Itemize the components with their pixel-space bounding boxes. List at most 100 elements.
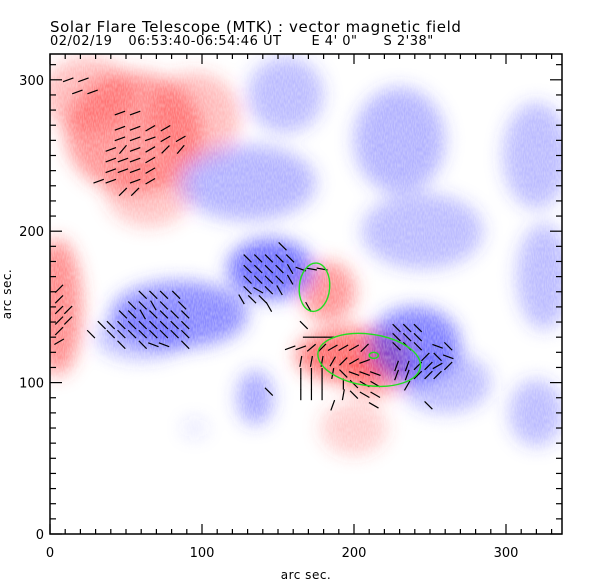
field-vector	[114, 136, 126, 142]
field-vector	[129, 178, 141, 184]
field-vector	[243, 264, 252, 274]
field-vector	[392, 341, 401, 351]
field-vector	[180, 320, 190, 330]
field-vector	[145, 167, 156, 174]
field-vector	[284, 345, 296, 351]
field-vector	[170, 329, 179, 339]
field-vector	[404, 369, 410, 381]
field-vector	[78, 77, 89, 83]
field-vector	[129, 125, 141, 131]
field-vector	[278, 242, 287, 251]
field-vector	[129, 146, 141, 152]
axis-ticks	[49, 54, 562, 535]
magnetic-field-map	[50, 54, 562, 534]
field-vector	[359, 371, 371, 376]
field-vector	[159, 320, 169, 330]
field-vector	[129, 110, 141, 116]
field-vector	[149, 320, 158, 330]
field-vector	[118, 310, 128, 319]
field-vector	[264, 254, 274, 263]
field-vector	[341, 389, 345, 401]
field-vector	[413, 341, 423, 351]
field-vector	[171, 290, 181, 300]
x-tick-label: 0	[46, 546, 54, 561]
field-vector	[275, 264, 284, 274]
y-tick-label: 100	[19, 377, 44, 392]
field-vector	[339, 369, 348, 378]
field-vector	[118, 187, 128, 197]
field-vector	[402, 323, 412, 333]
field-vector	[424, 370, 433, 380]
field-vector	[349, 390, 359, 400]
field-vector	[253, 275, 263, 284]
field-vector	[402, 332, 412, 342]
intensity-contour	[298, 262, 331, 313]
field-vector	[127, 301, 137, 310]
field-vector	[265, 301, 273, 312]
field-vector	[145, 156, 156, 164]
field-vector	[145, 124, 156, 132]
field-vector	[285, 254, 295, 263]
field-vector	[370, 391, 381, 398]
field-vector	[114, 110, 126, 116]
x-tick-label: 200	[342, 546, 367, 561]
field-vector	[264, 275, 274, 284]
field-vector	[138, 320, 148, 330]
field-vector	[63, 316, 73, 325]
field-vector	[117, 168, 129, 174]
field-vector	[348, 371, 360, 376]
field-vector	[253, 254, 263, 263]
plot-subtitle: 02/02/19 06:53:40-06:54:46 UT E 4' 0" S 2'3…	[50, 34, 434, 49]
field-vector	[359, 358, 371, 364]
field-vector	[349, 379, 359, 389]
field-vector	[149, 329, 158, 339]
field-vector	[433, 370, 442, 380]
field-vector	[93, 178, 105, 184]
field-vector	[394, 369, 400, 381]
field-vector	[264, 387, 274, 396]
field-vector	[129, 136, 141, 142]
field-vector	[276, 285, 283, 296]
field-vector	[299, 355, 303, 367]
field-vector	[432, 362, 443, 370]
field-vector	[392, 323, 401, 333]
field-vector	[145, 146, 156, 153]
field-vector	[54, 326, 64, 336]
field-vector	[264, 285, 274, 295]
field-vector	[404, 360, 410, 372]
field-vector	[309, 355, 313, 367]
field-vector	[175, 135, 186, 143]
field-vector	[369, 371, 381, 376]
field-vector	[442, 354, 454, 360]
field-vector	[180, 329, 190, 339]
field-vector	[129, 157, 141, 163]
field-vector	[275, 254, 284, 263]
field-vector	[392, 332, 401, 342]
field-vector	[54, 338, 65, 345]
field-vector	[360, 343, 369, 353]
field-vector	[63, 305, 73, 315]
field-vector	[97, 320, 106, 330]
field-vector	[247, 295, 257, 304]
field-vector	[138, 301, 148, 310]
field-vector	[54, 295, 64, 304]
field-vector	[161, 145, 170, 154]
field-vector	[150, 300, 157, 311]
intensity-contour	[317, 332, 422, 388]
field-vector	[147, 342, 159, 348]
field-vector	[159, 301, 169, 310]
field-vector	[295, 345, 307, 351]
field-vector	[117, 320, 126, 330]
field-vector	[159, 329, 169, 339]
field-vector	[299, 320, 309, 330]
field-vector	[176, 144, 185, 155]
field-vector	[180, 310, 190, 319]
intensity-contour	[368, 351, 380, 360]
plot-frame	[49, 53, 563, 535]
field-vector	[138, 290, 148, 300]
field-vector	[106, 320, 116, 330]
field-vector	[253, 264, 263, 274]
field-vector	[145, 177, 156, 185]
field-vector	[158, 342, 170, 348]
